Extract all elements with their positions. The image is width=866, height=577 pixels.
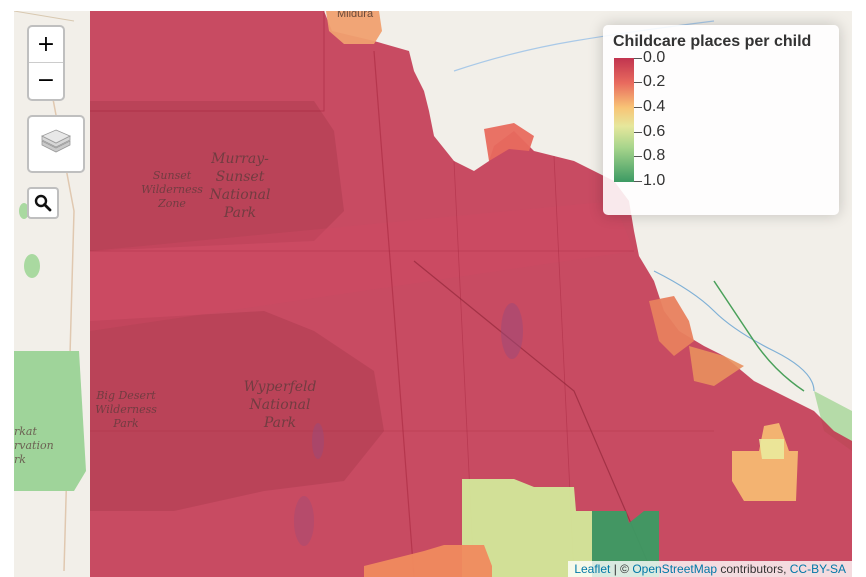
legend-label: 0.6 xyxy=(643,123,666,140)
park-shading xyxy=(90,101,344,251)
search-icon xyxy=(34,194,52,212)
lake xyxy=(501,303,523,359)
choropleth-region-border[interactable] xyxy=(689,346,744,386)
choropleth-region-bottom[interactable] xyxy=(364,545,492,577)
lake xyxy=(312,423,324,459)
zoom-control: + − xyxy=(27,25,65,101)
legend-label: 0.0 xyxy=(643,49,666,66)
legend-label: 1.0 xyxy=(643,172,666,189)
town-label-mildura: Mildura xyxy=(337,11,374,20)
road-line xyxy=(413,260,655,577)
creek-line xyxy=(713,280,805,392)
map-attribution: Leaflet | © OpenStreetMap contributors, … xyxy=(568,561,852,577)
legend-label: 0.2 xyxy=(643,73,666,90)
park-label: Wilderness xyxy=(141,183,203,196)
license-link[interactable]: CC-BY-SA xyxy=(789,562,846,576)
river-line xyxy=(653,270,815,392)
park-area xyxy=(19,203,29,219)
search-button[interactable] xyxy=(27,187,59,219)
legend-label: 0.8 xyxy=(643,147,666,164)
park-label: Murray- xyxy=(210,151,269,167)
legend-tick xyxy=(634,82,642,83)
zoom-in-button[interactable]: + xyxy=(29,27,63,63)
map-legend: Childcare places per child 0.0 0.2 0.4 0… xyxy=(603,25,839,215)
park-label: rkat xyxy=(14,425,37,438)
choropleth-region-light-green[interactable] xyxy=(462,479,592,577)
zoom-out-button[interactable]: − xyxy=(36,68,56,93)
attribution-separator: | © xyxy=(610,562,633,576)
park-label: Park xyxy=(263,415,296,431)
park-label: Big Desert xyxy=(95,389,156,402)
map-container[interactable]: Mildura Murray- Sunset National Park Sun… xyxy=(14,11,852,577)
leaflet-link[interactable]: Leaflet xyxy=(574,562,611,576)
osm-link[interactable]: OpenStreetMap xyxy=(632,562,718,576)
park-label: rvation xyxy=(14,439,54,452)
park-label: Sunset xyxy=(216,169,265,185)
park-label: National xyxy=(209,187,271,203)
choropleth-region-mid-high[interactable] xyxy=(759,439,784,459)
band-shading xyxy=(90,201,634,331)
park-label: rk xyxy=(14,453,26,466)
lake xyxy=(294,496,314,546)
legend-title: Childcare places per child xyxy=(613,33,812,50)
legend-tick xyxy=(634,58,642,59)
road-line xyxy=(14,11,75,22)
legend-tick xyxy=(634,132,642,133)
park-label: Zone xyxy=(157,197,186,210)
legend-tick xyxy=(634,156,642,157)
legend-tick xyxy=(634,181,642,182)
park-label: National xyxy=(249,397,311,413)
choropleth-region-mildura[interactable] xyxy=(326,11,382,44)
park-shading xyxy=(90,311,384,511)
boundary-line xyxy=(90,11,325,112)
choropleth-region-small[interactable] xyxy=(484,123,534,161)
layers-control-button[interactable] xyxy=(27,115,85,173)
park-label: Park xyxy=(223,205,256,221)
boundary-line xyxy=(373,50,415,577)
choropleth-region-high[interactable] xyxy=(592,511,659,577)
legend-scale: 0.0 0.2 0.4 0.6 0.8 1.0 xyxy=(613,50,829,189)
legend-tick xyxy=(634,107,642,108)
choropleth-region-border[interactable] xyxy=(649,296,694,356)
legend-color-bar xyxy=(614,58,634,182)
park-area xyxy=(24,254,40,278)
attribution-contributors: contributors, xyxy=(717,562,790,576)
park-area xyxy=(14,351,86,491)
park-label: Sunset xyxy=(153,169,192,182)
park-label: Wilderness xyxy=(95,403,157,416)
choropleth-region-low[interactable] xyxy=(90,11,852,577)
park-label: Wyperfeld xyxy=(244,379,317,395)
park-label: Park xyxy=(112,417,139,430)
legend-label: 0.4 xyxy=(643,98,666,115)
layers-icon xyxy=(41,129,71,153)
